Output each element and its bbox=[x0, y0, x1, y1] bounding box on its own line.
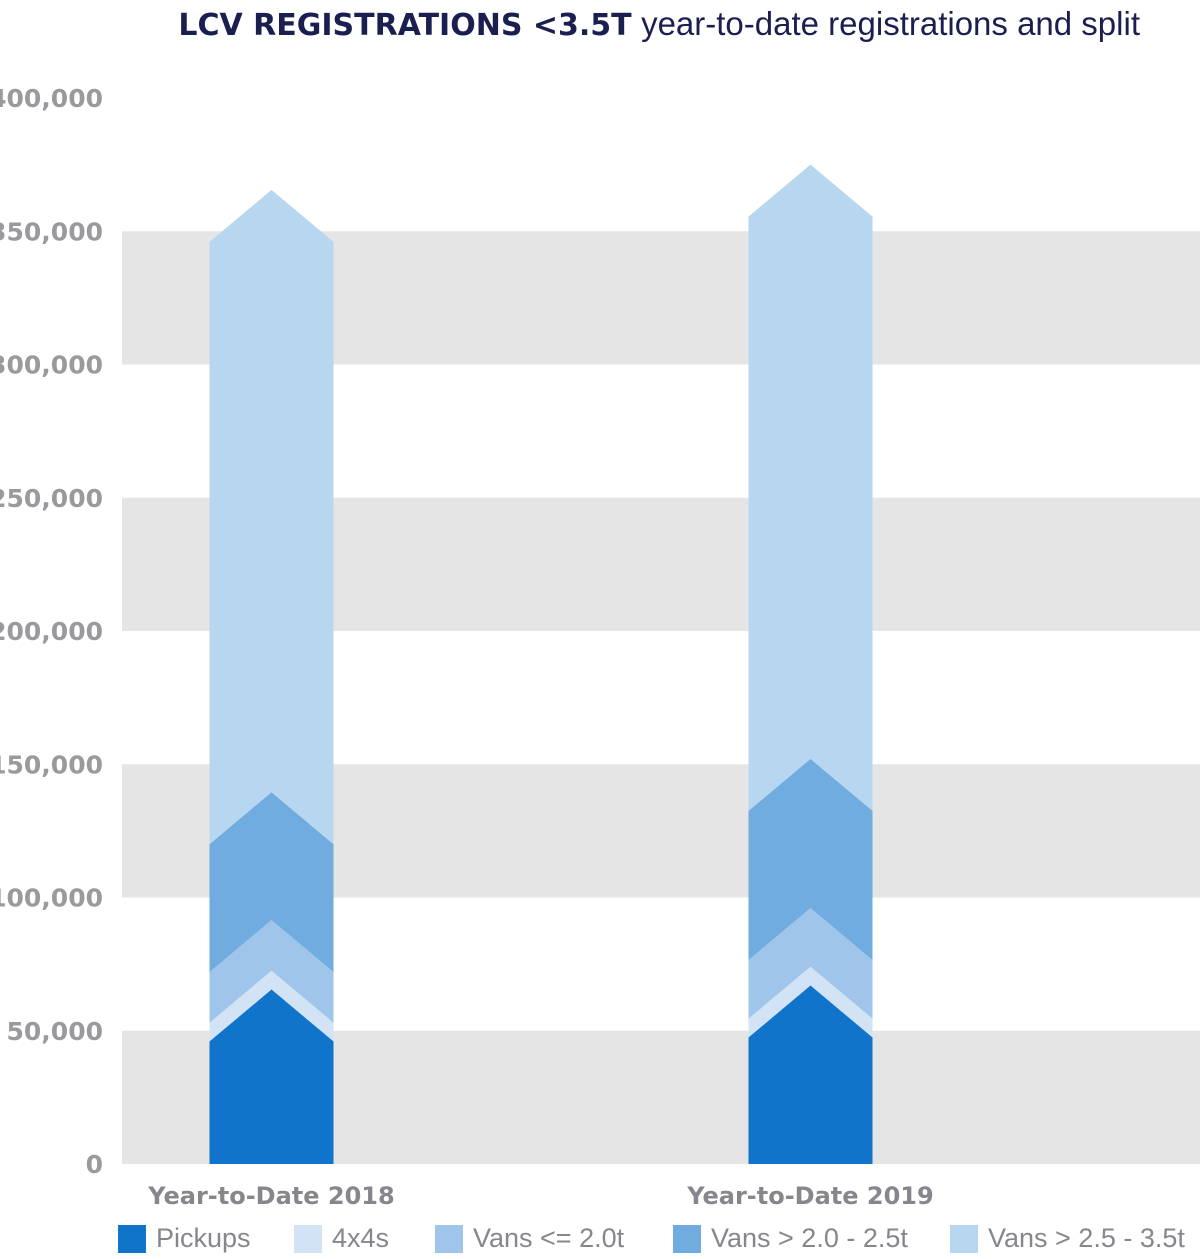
legend-item: 4x4s bbox=[294, 1218, 389, 1259]
y-tick-label: 350,000 bbox=[0, 217, 103, 246]
y-tick-label: 0 bbox=[86, 1150, 103, 1179]
y-tick-label: 150,000 bbox=[0, 750, 103, 779]
bar-segment bbox=[209, 920, 334, 1023]
chart: 0 50,000 100,000 150,000 200,000 250,000 300,0… bbox=[0, 84, 1200, 1210]
legend-label: Vans <= 2.0t bbox=[473, 1223, 625, 1253]
bar-segment bbox=[748, 908, 873, 1019]
legend-label: Vans > 2.0 - 2.5t bbox=[711, 1223, 908, 1253]
y-tick-label: 200,000 bbox=[0, 617, 103, 646]
chart-subtitle: year-to-date registrations and split bbox=[641, 5, 1140, 42]
x-category-label: Year-to-Date 2018 bbox=[147, 1182, 394, 1210]
legend-item: Vans > 2.5 - 3.5t bbox=[950, 1218, 1185, 1259]
chart-title-bold: LCV REGISTRATIONS <3.5T bbox=[178, 8, 632, 43]
legend-swatch bbox=[294, 1224, 322, 1253]
legend-item: Vans > 2.0 - 2.5t bbox=[673, 1218, 908, 1259]
legend: Pickups 4x4s Vans <= 2.0t Vans > 2.0 - 2.5t… bbox=[0, 1218, 1200, 1259]
y-tick-label: 50,000 bbox=[7, 1017, 103, 1046]
bar-segment bbox=[209, 792, 334, 973]
legend-swatch bbox=[435, 1224, 463, 1253]
x-category-label: Year-to-Date 2019 bbox=[686, 1182, 933, 1210]
y-tick-label: 400,000 bbox=[0, 84, 103, 113]
bar-segment bbox=[748, 966, 873, 1038]
bar-segment bbox=[209, 189, 334, 845]
legend-swatch bbox=[118, 1224, 146, 1253]
legend-item: Vans <= 2.0t bbox=[435, 1218, 624, 1259]
bar-segment bbox=[209, 989, 334, 1164]
legend-label: Pickups bbox=[156, 1223, 251, 1253]
y-tick-label: 100,000 bbox=[0, 884, 103, 913]
bar-segment bbox=[209, 970, 334, 1042]
bar-segment bbox=[748, 758, 873, 961]
chart-title: LCV REGISTRATIONS <3.5T year-to-date reg… bbox=[0, 0, 1200, 48]
bar-segment bbox=[748, 985, 873, 1164]
bar-segment bbox=[748, 164, 873, 811]
legend-swatch bbox=[673, 1224, 701, 1253]
legend-swatch bbox=[950, 1224, 978, 1253]
legend-label: Vans > 2.5 - 3.5t bbox=[988, 1223, 1185, 1253]
legend-label: 4x4s bbox=[332, 1223, 390, 1253]
legend-item: Pickups bbox=[118, 1218, 251, 1259]
y-tick-label: 250,000 bbox=[0, 484, 103, 513]
y-tick-label: 300,000 bbox=[0, 351, 103, 380]
